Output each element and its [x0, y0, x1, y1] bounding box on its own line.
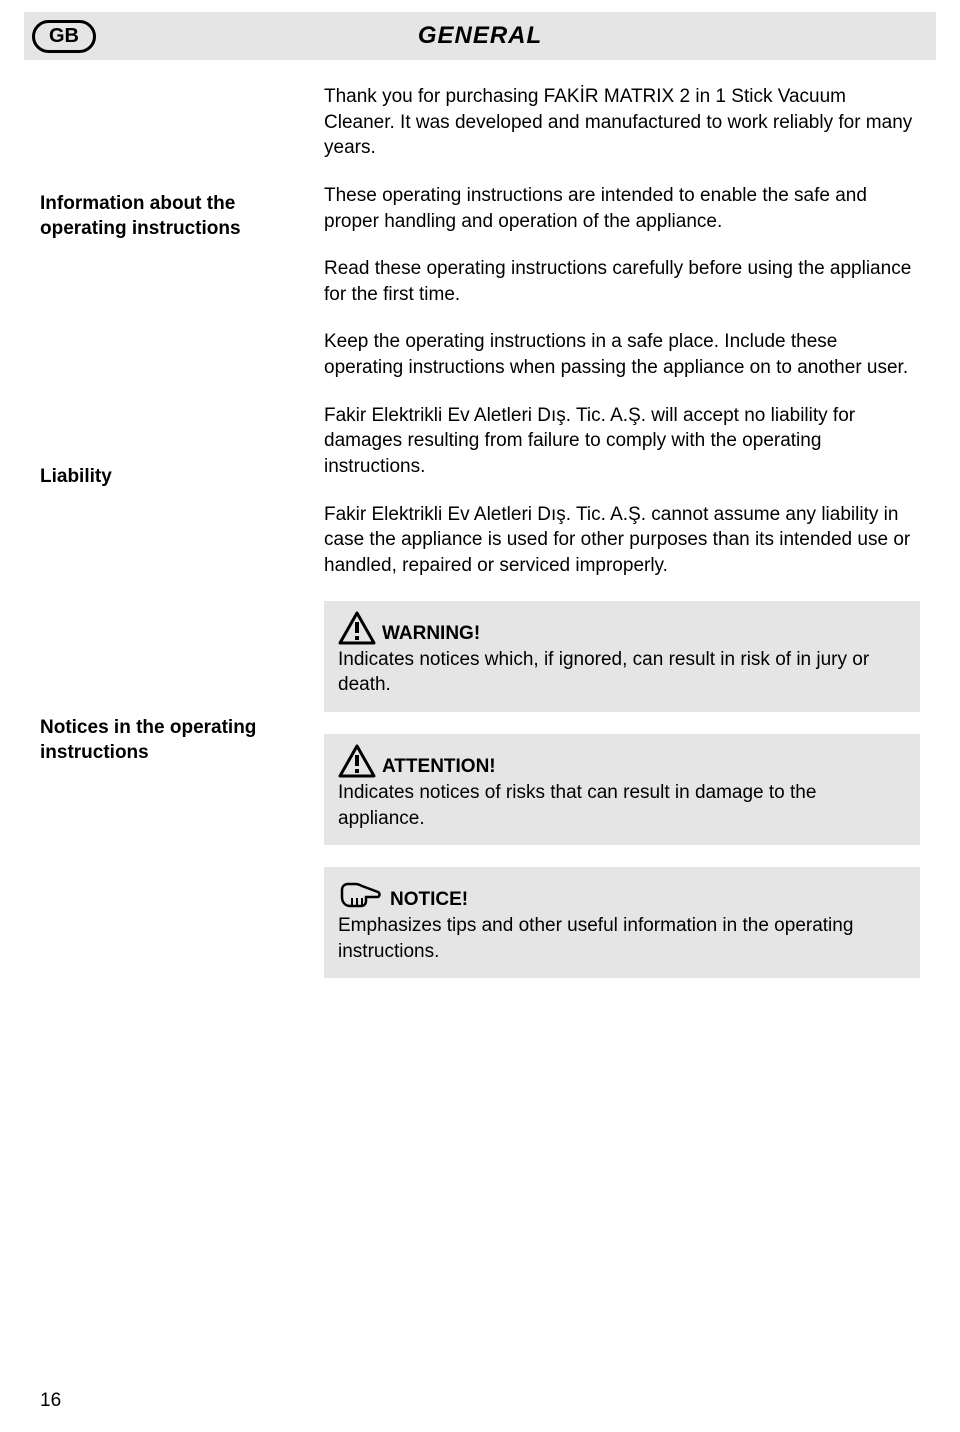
attention-text: Indicates notices of risks that can resu… — [338, 780, 906, 831]
heading-liability: Liability — [40, 465, 300, 490]
liability-p1: Fakir Elektrikli Ev Aletleri Dış. Tic. A… — [324, 403, 920, 480]
heading-notices: Notices in the operating instructions — [40, 716, 300, 765]
attention-title: ATTENTION! — [382, 756, 496, 778]
attention-box: ATTENTION! Indicates notices of risks th… — [324, 734, 920, 845]
warning-box: WARNING! Indicates notices which, if ign… — [324, 601, 920, 712]
pointing-hand-icon — [338, 877, 384, 911]
warning-icon — [338, 611, 376, 645]
language-badge: GB — [32, 20, 96, 53]
notice-text: Emphasizes tips and other useful informa… — [338, 913, 906, 964]
attention-head: ATTENTION! — [338, 744, 906, 778]
right-column: Thank you for purchasing FAKİR MATRIX 2 … — [324, 84, 920, 1000]
heading-info: Information about the operating instruct… — [40, 192, 300, 241]
notice-box: NOTICE! Emphasizes tips and other useful… — [324, 867, 920, 978]
liability-p2: Fakir Elektrikli Ev Aletleri Dış. Tic. A… — [324, 502, 920, 579]
info-p3: Keep the operating instructions in a saf… — [324, 329, 920, 380]
left-column: Information about the operating instruct… — [40, 84, 300, 1000]
notice-head: NOTICE! — [338, 877, 906, 911]
info-p1: These operating instructions are intende… — [324, 183, 920, 234]
attention-icon — [338, 744, 376, 778]
warning-text: Indicates notices which, if ignored, can… — [338, 647, 906, 698]
content-area: Information about the operating instruct… — [40, 84, 920, 1000]
warning-head: WARNING! — [338, 611, 906, 645]
notice-title: NOTICE! — [390, 889, 468, 911]
page-title: GENERAL — [418, 22, 542, 50]
intro-paragraph: Thank you for purchasing FAKİR MATRIX 2 … — [324, 84, 920, 161]
header-bar: GB GENERAL — [24, 12, 936, 60]
warning-title: WARNING! — [382, 623, 480, 645]
page-number: 16 — [40, 1390, 61, 1412]
info-p2: Read these operating instructions carefu… — [324, 256, 920, 307]
